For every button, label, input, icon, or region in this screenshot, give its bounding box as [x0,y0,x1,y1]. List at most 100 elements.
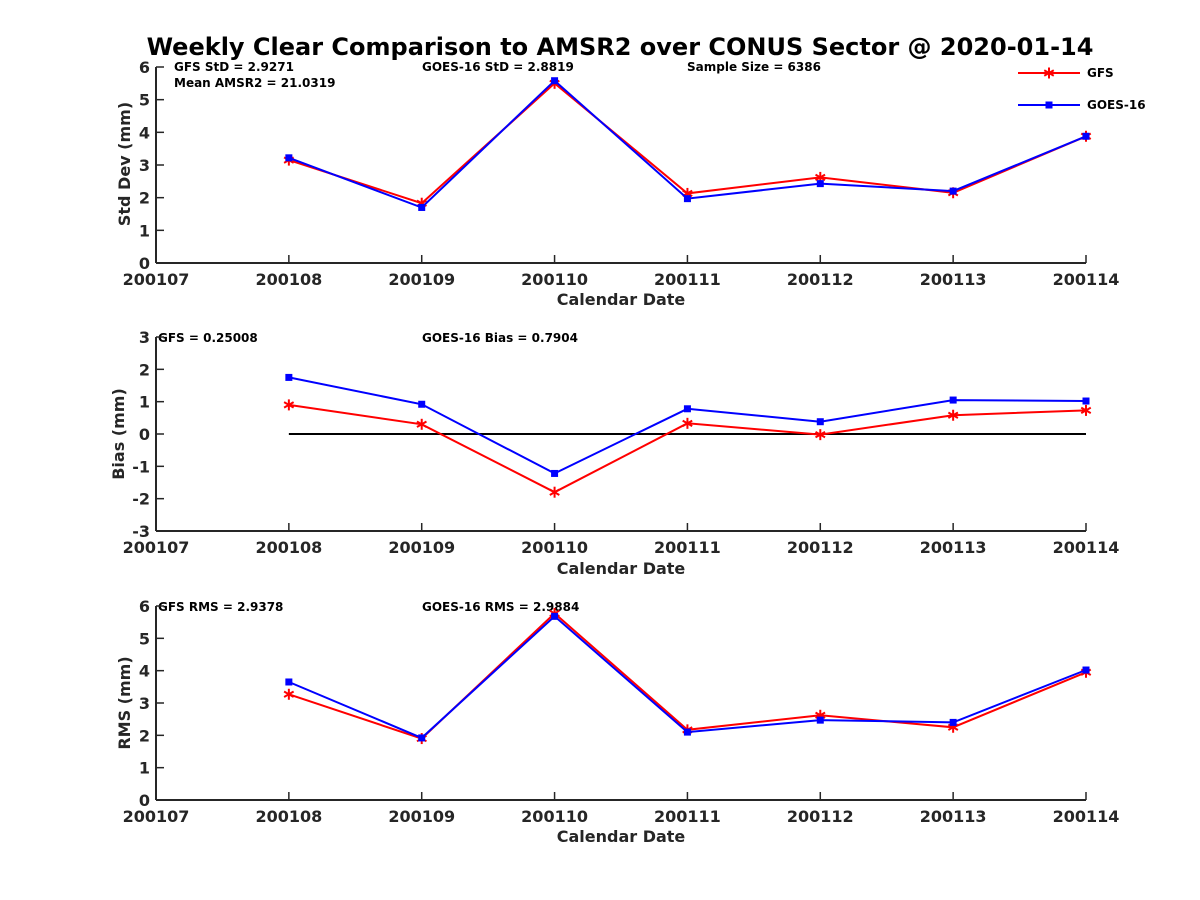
bias-y-axis-label: Bias (mm) [109,388,128,480]
bias-point-goes16 [285,373,293,381]
stddev-y-tick-label: 0 [139,254,150,273]
bias-x-tick-label: 200110 [521,538,588,557]
annotation-gfs-rms: GFS RMS = 2.9378 [158,600,283,614]
bias-x-tick-label: 200107 [123,538,190,557]
rms-y-tick-label: 0 [139,791,150,810]
bias-point-goes16 [551,469,559,477]
bias-point-gfs [947,409,959,421]
legend-marker-point [1043,67,1055,79]
bias-y-tick-label: -3 [132,522,150,541]
bias-x-tick-label: 200109 [388,538,455,557]
stddev-y-tick-label: 1 [139,221,150,240]
rms-y-tick-label: 4 [139,662,150,681]
bias-point-gfs [283,399,295,411]
stddev-y-tick-label: 2 [139,189,150,208]
annotation-goes16-std: GOES-16 StD = 2.8819 [422,60,574,74]
annotation-goes16-rms: GOES-16 RMS = 2.9884 [422,600,579,614]
bias-x-tick-label: 200112 [787,538,854,557]
rms-y-axis-label: RMS (mm) [115,656,134,749]
bias-point-gfs [416,418,427,430]
bias-y-tick-label: 1 [139,393,150,412]
rms-point-goes16 [551,612,559,620]
rms-point-goes16 [683,728,691,736]
stddev-x-tick-label: 200110 [521,270,588,289]
bias-x-tick-label: 200114 [1053,538,1120,557]
bias-point-goes16 [816,418,824,426]
stddev-x-tick-label: 200113 [920,270,987,289]
bias-y-tick-label: -1 [132,457,150,476]
stddev-x-tick-label: 200109 [388,270,455,289]
stddev-point-goes16 [683,195,691,203]
bias-x-tick-label: 200111 [654,538,721,557]
rms-y-tick-label: 2 [139,726,150,745]
rms-x-tick-label: 200111 [654,807,721,826]
stddev-y-tick-label: 5 [139,91,150,110]
legend: GFS GOES-16 [1018,66,1146,112]
stddev-x-tick-label: 200111 [654,270,721,289]
bias-x-tick-label: 200108 [255,538,322,557]
rms-y-tick-label: 3 [139,694,150,713]
stddev-y-tick-label: 6 [139,58,150,77]
rms-y-tick-label: 5 [139,629,150,648]
stddev-x-tick-label: 200107 [123,270,190,289]
bias-point-gfs [682,417,693,429]
rms-point-gfs [283,688,295,700]
rms-y-tick-label: 1 [139,759,150,778]
bias-point-goes16 [1082,397,1090,405]
legend-marker-gfs [1043,67,1055,79]
stddev-point-goes16 [949,187,957,195]
bias-panel: GFS = 0.25008 GOES-16 Bias = 0.7904 Bias… [109,328,1119,578]
rms-point-goes16 [949,718,957,726]
rms-y-tick-label: 6 [139,597,150,616]
rms-x-axis-label: Calendar Date [557,827,686,846]
rms-point-goes16 [285,678,293,686]
legend-label-gfs: GFS [1087,66,1114,80]
legend-marker-goes16 [1045,101,1053,109]
rms-x-tick-label: 200114 [1053,807,1120,826]
rms-x-tick-label: 200109 [388,807,455,826]
rms-x-tick-label: 200112 [787,807,854,826]
bias-point-goes16 [418,400,426,408]
legend-label-goes16: GOES-16 [1087,98,1146,112]
stddev-point-goes16 [285,154,293,162]
rms-panel: GFS RMS = 2.9378 GOES-16 RMS = 2.9884 RM… [115,597,1119,846]
stddev-y-tick-label: 4 [139,123,150,142]
bias-point-gfs [549,486,560,498]
bias-y-tick-label: 2 [139,360,150,379]
bias-x-axis-label: Calendar Date [557,559,686,578]
figure-title: Weekly Clear Comparison to AMSR2 over CO… [147,33,1094,61]
stddev-x-axis-label: Calendar Date [557,290,686,309]
legend-marker-point [1045,101,1053,109]
bias-x-tick-label: 200113 [920,538,987,557]
annotation-mean-amsr2: Mean AMSR2 = 21.0319 [174,76,335,90]
rms-x-tick-label: 200113 [920,807,987,826]
annotation-goes16-bias: GOES-16 Bias = 0.7904 [422,331,578,345]
rms-point-goes16 [418,734,426,742]
rms-x-tick-label: 200107 [123,807,190,826]
rms-x-tick-label: 200108 [255,807,322,826]
rms-point-goes16 [1082,666,1090,674]
stddev-x-tick-label: 200114 [1053,270,1120,289]
stddev-panel: GFS StD = 2.9271 GOES-16 StD = 2.8819 Sa… [115,58,1119,309]
stddev-x-tick-label: 200112 [787,270,854,289]
bias-point-goes16 [683,405,691,413]
bias-point-gfs [815,429,826,441]
stddev-point-goes16 [816,180,824,188]
bias-point-goes16 [949,396,957,404]
annotation-sample-size: Sample Size = 6386 [687,60,821,74]
stddev-point-goes16 [551,77,559,85]
bias-y-tick-label: -2 [132,490,150,509]
stddev-x-tick-label: 200108 [255,270,322,289]
annotation-gfs-std: GFS StD = 2.9271 [174,60,294,74]
stddev-point-goes16 [1082,132,1090,140]
rms-point-goes16 [816,716,824,724]
stddev-y-axis-label: Std Dev (mm) [115,102,134,226]
annotation-gfs-bias: GFS = 0.25008 [158,331,258,345]
bias-y-tick-label: 3 [139,328,150,347]
stddev-y-tick-label: 3 [139,156,150,175]
bias-y-tick-label: 0 [139,425,150,444]
stddev-point-goes16 [418,203,426,211]
rms-x-tick-label: 200110 [521,807,588,826]
